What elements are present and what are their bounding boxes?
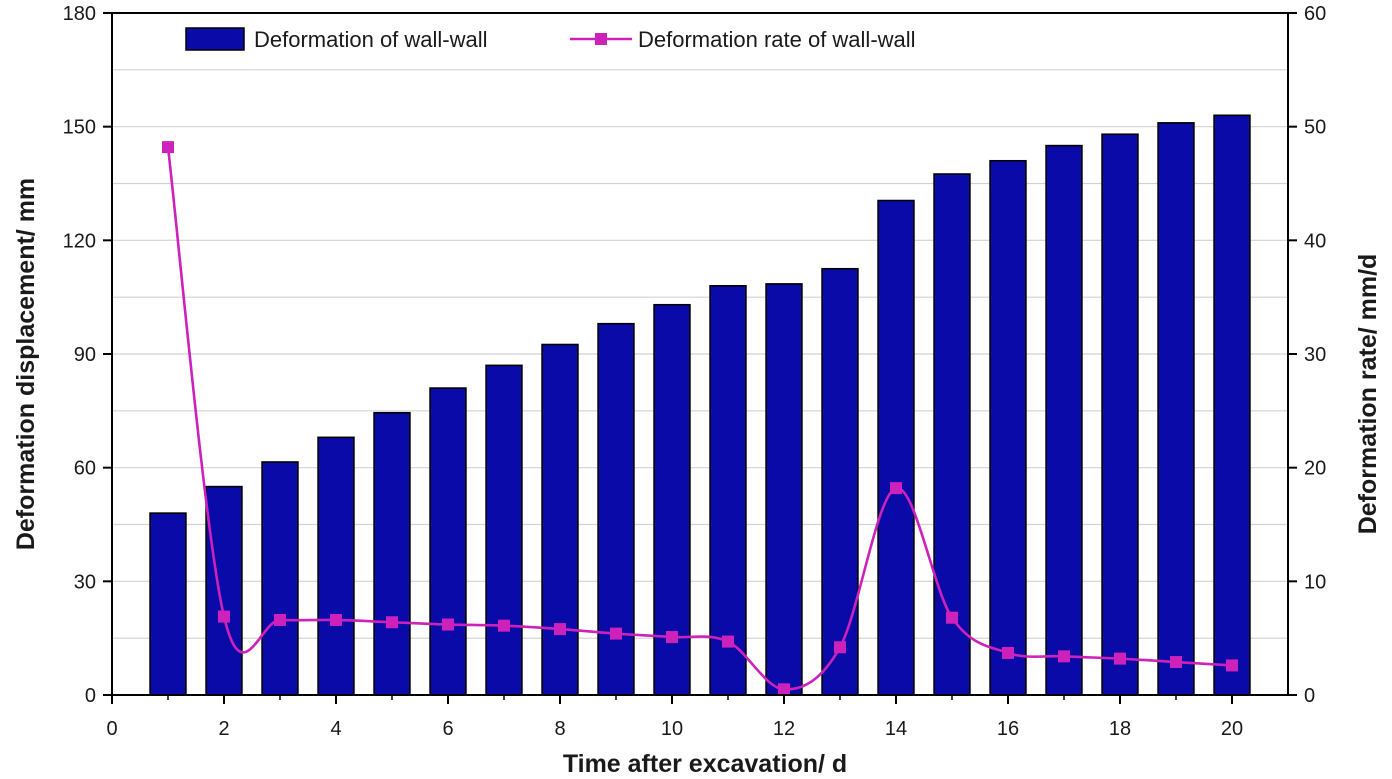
bar: [205, 485, 243, 696]
x-tick-label: 8: [554, 718, 565, 740]
y2-tick-label: 0: [1304, 685, 1315, 707]
y2-tick-label: 20: [1304, 458, 1326, 480]
x-tick-label: 18: [1109, 718, 1131, 740]
bar: [653, 303, 691, 696]
rate-marker: [554, 623, 566, 636]
y2-axis-title: Deformation rate/ mm/d: [1354, 254, 1382, 535]
y-tick-label: 60: [74, 458, 96, 480]
x-tick-label: 0: [106, 718, 117, 740]
y-tick-label: 120: [63, 230, 96, 252]
x-tick-label: 14: [885, 718, 907, 740]
y-tick-label: 150: [63, 117, 96, 139]
x-tick-label: 16: [997, 718, 1019, 740]
rate-marker: [946, 611, 958, 624]
rate-marker: [274, 613, 286, 626]
bar: [765, 283, 803, 696]
legend-label-bars: Deformation of wall-wall: [254, 27, 488, 52]
rate-marker: [1170, 656, 1182, 669]
bar: [373, 411, 411, 696]
rate-marker: [778, 683, 790, 696]
bar: [485, 364, 523, 696]
rate-marker: [218, 610, 230, 623]
y2-tick-label: 50: [1304, 117, 1326, 139]
legend-label-line: Deformation rate of wall-wall: [638, 27, 916, 52]
rate-marker: [1114, 652, 1126, 665]
rate-marker: [1226, 659, 1238, 672]
x-tick-label: 10: [661, 718, 683, 740]
rate-marker: [498, 619, 510, 632]
rate-marker: [386, 616, 398, 629]
legend-swatch-marker: [595, 33, 607, 45]
bar: [261, 461, 299, 696]
bar: [709, 284, 747, 696]
bar: [1101, 133, 1139, 696]
y-tick-label: 90: [74, 344, 96, 366]
bar: [933, 173, 971, 696]
rate-marker: [666, 631, 678, 644]
bar: [1157, 122, 1195, 696]
x-tick-label: 6: [442, 718, 453, 740]
rate-marker: [162, 141, 174, 154]
bar: [317, 436, 355, 696]
y-tick-label: 30: [74, 571, 96, 593]
y2-tick-label: 40: [1304, 230, 1326, 252]
bar: [1045, 144, 1083, 696]
bar: [1213, 114, 1251, 696]
bar: [149, 512, 187, 696]
rate-marker: [890, 482, 902, 495]
bar: [821, 267, 859, 696]
y-axis-title: Deformation displacement/ mm: [12, 178, 40, 550]
rate-marker: [834, 641, 846, 654]
rate-marker: [1058, 650, 1070, 663]
x-tick-label: 20: [1221, 718, 1243, 740]
y2-tick-label: 30: [1304, 344, 1326, 366]
bar: [877, 199, 915, 696]
y2-tick-label: 60: [1304, 3, 1326, 25]
x-tick-label: 4: [330, 718, 341, 740]
rate-line: [166, 146, 1233, 691]
rate-marker: [1002, 646, 1014, 659]
x-tick-label: 12: [773, 718, 795, 740]
rate-marker: [330, 613, 342, 626]
rate-marker: [722, 635, 734, 648]
bar: [989, 159, 1027, 696]
legend-swatch-bars: [185, 27, 245, 51]
y-tick-label: 180: [63, 3, 96, 25]
x-tick-label: 2: [218, 718, 229, 740]
y-tick-label: 0: [85, 685, 96, 707]
rate-marker: [610, 627, 622, 640]
rate-marker: [442, 618, 454, 631]
bar: [429, 387, 467, 696]
bar: [541, 343, 579, 696]
x-axis-title: Time after excavation/ d: [563, 750, 847, 774]
y2-tick-label: 10: [1304, 571, 1326, 593]
